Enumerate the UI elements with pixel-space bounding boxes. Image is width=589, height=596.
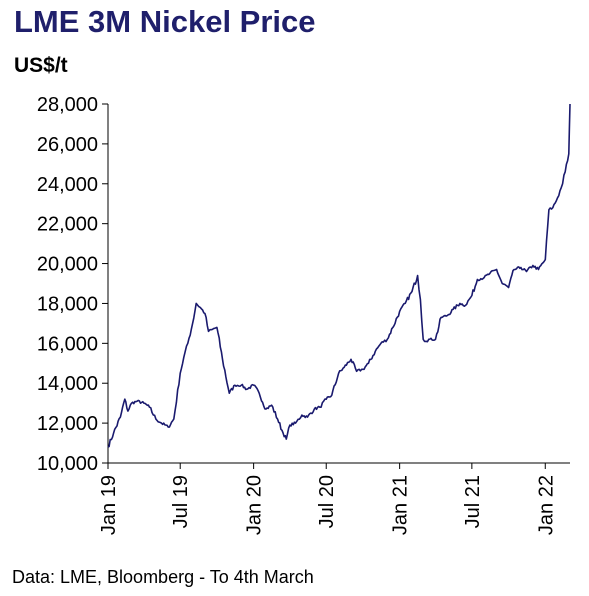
y-tick-label: 18,000 — [37, 293, 98, 315]
y-tick-label: 14,000 — [37, 373, 98, 395]
chart-axes — [102, 103, 570, 469]
x-tick-label: Jan 19 — [98, 475, 120, 535]
y-tick-label: 22,000 — [37, 214, 98, 236]
x-tick-labels: Jan 19 Jul 19 Jan 20 Jul 20 Jan 21 Jul 21 Jan … — [98, 475, 557, 535]
x-tick-label: Jul 19 — [170, 475, 192, 528]
y-axis-unit-label: US$/t — [14, 54, 68, 77]
y-tick-label: 10,000 — [37, 453, 98, 475]
y-tick-label: 28,000 — [37, 94, 98, 116]
y-tick-label: 24,000 — [37, 174, 98, 196]
x-tick-label: Jul 21 — [462, 475, 484, 528]
x-tick-label: Jan 21 — [390, 475, 412, 535]
y-tick-label: 26,000 — [37, 134, 98, 156]
y-tick-label: 12,000 — [37, 413, 98, 435]
y-tick-label: 16,000 — [37, 333, 98, 355]
y-tick-labels: 10,000 12,000 14,000 16,000 18,000 20,000 22,0… — [37, 94, 98, 475]
x-tick-label: Jul 20 — [316, 475, 338, 528]
chart-title: LME 3M Nickel Price — [14, 4, 316, 39]
data-source-note: Data: LME, Bloomberg - To 4th March — [12, 567, 314, 587]
x-tick-label: Jan 22 — [535, 475, 557, 535]
y-tick-label: 20,000 — [37, 254, 98, 276]
x-tick-label: Jan 20 — [244, 475, 266, 535]
nickel-price-line — [107, 103, 571, 448]
